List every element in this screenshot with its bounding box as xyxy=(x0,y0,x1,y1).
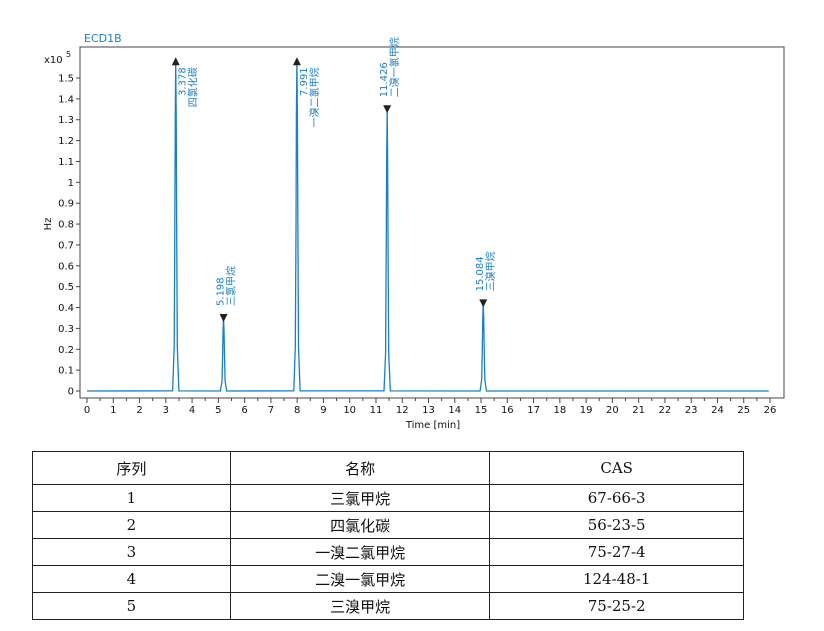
cell-name: 一溴二氯甲烷 xyxy=(229,538,491,566)
peak-marker xyxy=(292,57,301,66)
x-tick-label: 14 xyxy=(448,405,461,416)
x-tick-label: 16 xyxy=(501,405,514,416)
chromatogram-trace xyxy=(86,61,769,392)
x-tick-label: 3 xyxy=(163,405,169,416)
chart-title: ECD1B xyxy=(84,32,122,45)
x-tick-label: 5 xyxy=(215,405,221,416)
peak-marker xyxy=(171,57,180,66)
y-multiplier-exponent: 5 xyxy=(66,50,71,59)
peak-retention-label: 11.426 xyxy=(379,62,390,97)
y-tick-label: 0.5 xyxy=(58,282,74,293)
y-tick-label: 0.7 xyxy=(58,240,74,251)
x-tick-label: 7 xyxy=(268,405,274,416)
x-tick-label: 1 xyxy=(110,405,116,416)
x-tick-label: 25 xyxy=(737,405,750,416)
peak-compound-label: 四氯化碳 xyxy=(187,67,200,107)
x-tick-label: 11 xyxy=(370,405,383,416)
x-tick-label: 21 xyxy=(632,405,645,416)
peak-marker xyxy=(219,313,228,322)
peak-compound-label: 二溴一氯甲烷 xyxy=(388,37,401,97)
table-header-row: 序列 名称 CAS xyxy=(32,451,744,485)
table-row: 1 三氯甲烷 67-66-3 xyxy=(32,484,744,512)
x-tick-label: 0 xyxy=(84,405,90,416)
peak-compound-label: 三氯甲烷 xyxy=(225,266,238,306)
y-tick-label: 0.9 xyxy=(58,199,74,210)
cell-sequence: 2 xyxy=(32,511,231,539)
x-axis-label: Time [min] xyxy=(405,420,460,431)
cell-cas: 56-23-5 xyxy=(489,511,744,539)
peak-retention-label: 3.378 xyxy=(178,67,189,96)
cell-cas: 124-48-1 xyxy=(489,565,744,593)
compound-table: 序列 名称 CAS 1 三氯甲烷 67-66-3 2 四氯化碳 56-23-5 … xyxy=(32,451,744,620)
y-tick-label: 0.8 xyxy=(58,220,74,231)
y-tick-label: 1.5 xyxy=(58,74,74,85)
y-tick-label: 1.4 xyxy=(58,94,74,105)
cell-name: 四氯化碳 xyxy=(229,511,491,539)
plot-frame xyxy=(79,46,785,399)
cell-name: 三氯甲烷 xyxy=(229,484,491,512)
x-tick-label: 13 xyxy=(422,405,435,416)
cell-cas: 67-66-3 xyxy=(489,484,744,512)
table-row: 5 三溴甲烷 75-25-2 xyxy=(32,592,744,620)
x-tick-label: 2 xyxy=(136,405,142,416)
cell-sequence: 5 xyxy=(32,592,231,620)
x-tick-label: 15 xyxy=(475,405,488,416)
x-tick-label: 4 xyxy=(189,405,195,416)
x-tick-label: 9 xyxy=(320,405,326,416)
x-tick-label: 24 xyxy=(711,405,724,416)
x-tick-label: 6 xyxy=(241,405,247,416)
peak-marker xyxy=(479,299,488,308)
y-tick-label: 0.4 xyxy=(58,303,74,314)
x-tick-label: 22 xyxy=(659,405,672,416)
cell-cas: 75-25-2 xyxy=(489,592,744,620)
peak-retention-label: 5.198 xyxy=(216,277,227,306)
cell-name: 三溴甲烷 xyxy=(229,592,491,620)
x-tick-label: 8 xyxy=(294,405,300,416)
y-tick-label: 1.1 xyxy=(58,157,74,168)
x-tick-label: 10 xyxy=(343,405,356,416)
y-tick-label: 1 xyxy=(68,178,74,189)
header-sequence: 序列 xyxy=(32,451,231,485)
cell-name: 二溴一氯甲烷 xyxy=(229,565,491,593)
x-tick-label: 17 xyxy=(527,405,540,416)
header-name: 名称 xyxy=(229,451,491,485)
cell-sequence: 4 xyxy=(32,565,231,593)
peak-compound-label: 一溴二氯甲烷 xyxy=(308,67,321,127)
cell-sequence: 3 xyxy=(32,538,231,566)
y-tick-label: 1.2 xyxy=(58,136,74,147)
peak-marker xyxy=(383,105,392,114)
x-tick-label: 26 xyxy=(764,405,777,416)
y-axis-label: Hz xyxy=(43,218,54,231)
cell-cas: 75-27-4 xyxy=(489,538,744,566)
y-tick-label: 0.6 xyxy=(58,261,74,272)
peak-retention-label: 7.991 xyxy=(299,67,310,96)
y-tick-label: 0 xyxy=(68,387,74,398)
y-multiplier: x10 xyxy=(44,55,63,66)
y-tick-label: 0.1 xyxy=(58,366,74,377)
x-tick-label: 23 xyxy=(685,405,698,416)
table-row: 4 二溴一氯甲烷 124-48-1 xyxy=(32,565,744,593)
x-tick-label: 20 xyxy=(606,405,619,416)
x-tick-label: 19 xyxy=(580,405,593,416)
peak-retention-label: 15.084 xyxy=(475,256,486,291)
x-tick-label: 18 xyxy=(553,405,566,416)
y-tick-label: 0.2 xyxy=(58,345,74,356)
table-row: 2 四氯化碳 56-23-5 xyxy=(32,511,744,539)
x-tick-label: 12 xyxy=(396,405,409,416)
header-cas: CAS xyxy=(489,451,744,485)
cell-sequence: 1 xyxy=(32,484,231,512)
table-row: 3 一溴二氯甲烷 75-27-4 xyxy=(32,538,744,566)
y-tick-label: 0.3 xyxy=(58,324,74,335)
y-tick-label: 1.3 xyxy=(58,115,74,126)
chromatogram-chart: ECD1B x10 5 Hz Time [min] 0 0.1 0.2 0.3 0.4 0… xyxy=(43,32,785,431)
peak-compound-label: 三溴甲烷 xyxy=(484,251,497,291)
